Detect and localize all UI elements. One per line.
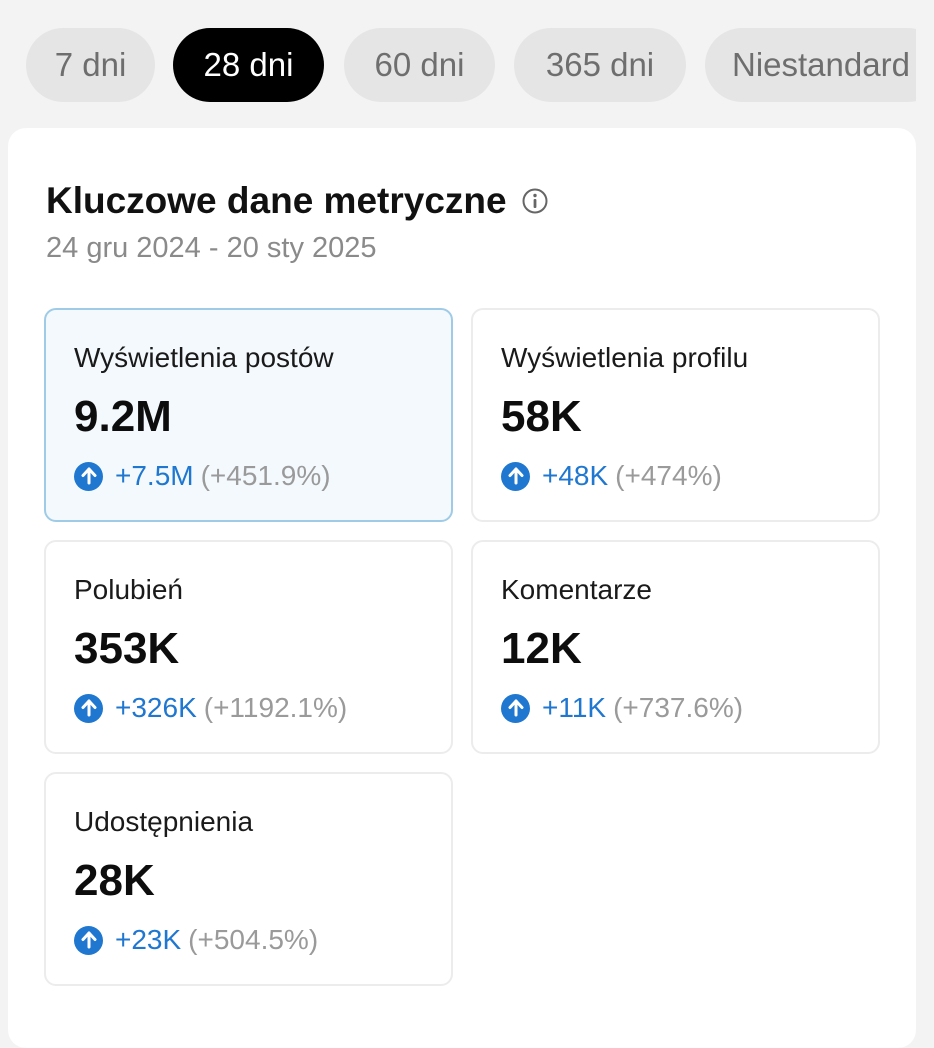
section-title: Kluczowe dane metryczne [46, 180, 507, 221]
metric-label: Komentarze [501, 574, 652, 605]
tab-label: 60 dni [374, 46, 465, 83]
metric-percent: (+451.9%) [200, 460, 331, 491]
metric-card-likes[interactable]: Polubień 353K +326K (+1192.1%) [44, 540, 453, 754]
date-range: 24 gru 2024 - 20 sty 2025 [46, 232, 377, 264]
metric-percent: (+504.5%) [188, 924, 319, 955]
metric-change: +23K (+504.5%) [74, 924, 318, 956]
metric-change: +326K (+1192.1%) [74, 692, 347, 724]
metric-delta: +326K [115, 692, 197, 723]
metric-card-shares[interactable]: Udostępnienia 28K +23K (+504.5%) [44, 772, 453, 986]
metric-percent: (+1192.1%) [203, 692, 348, 723]
metric-delta: +48K [542, 460, 609, 491]
tab-28-days[interactable]: 28 dni [173, 28, 324, 102]
tab-7-days[interactable]: 7 dni [26, 28, 155, 102]
arrow-up-icon [501, 693, 530, 723]
metric-label: Udostępnienia [74, 806, 254, 837]
tab-label: 7 dni [54, 46, 127, 83]
tab-365-days[interactable]: 365 dni [514, 28, 686, 102]
metric-delta: +11K [542, 692, 607, 723]
metric-value: 28K [74, 856, 155, 905]
metric-percent: (+737.6%) [613, 692, 744, 723]
period-tabs: 7 dni 28 dni 60 dni 365 dni Niestandard [0, 0, 916, 130]
arrow-up-icon [501, 461, 530, 491]
metric-label: Wyświetlenia postów [74, 342, 334, 373]
metric-delta: +23K [115, 924, 182, 955]
section-header: Kluczowe dane metryczne [46, 180, 549, 222]
metric-label: Wyświetlenia profilu [501, 342, 749, 373]
metric-value: 9.2M [74, 392, 172, 441]
metric-change: +11K (+737.6%) [501, 692, 743, 724]
info-circle-icon[interactable] [521, 187, 549, 215]
metric-delta: +7.5M [115, 460, 194, 491]
metric-change: +48K (+474%) [501, 460, 722, 492]
tab-custom[interactable]: Niestandard [705, 28, 916, 102]
tab-label: Niestandard [732, 46, 910, 83]
metric-card-comments[interactable]: Komentarze 12K +11K (+737.6%) [471, 540, 880, 754]
metric-percent: (+474%) [615, 460, 722, 491]
metric-value: 58K [501, 392, 582, 441]
metric-card-post-views[interactable]: Wyświetlenia postów 9.2M +7.5M (+451.9%) [44, 308, 453, 522]
tab-60-days[interactable]: 60 dni [344, 28, 495, 102]
arrow-up-icon [74, 925, 103, 955]
tab-label: 365 dni [545, 46, 655, 83]
metric-card-profile-views[interactable]: Wyświetlenia profilu 58K +48K (+474%) [471, 308, 880, 522]
arrow-up-icon [74, 693, 103, 723]
metric-label: Polubień [74, 574, 183, 605]
key-metrics-card: Kluczowe dane metryczne 24 gru 2024 - 20… [8, 128, 916, 1048]
metric-change: +7.5M (+451.9%) [74, 460, 331, 492]
tab-label: 28 dni [203, 46, 294, 83]
arrow-up-icon [74, 461, 103, 491]
metric-value: 12K [501, 624, 582, 673]
metric-value: 353K [74, 624, 180, 673]
